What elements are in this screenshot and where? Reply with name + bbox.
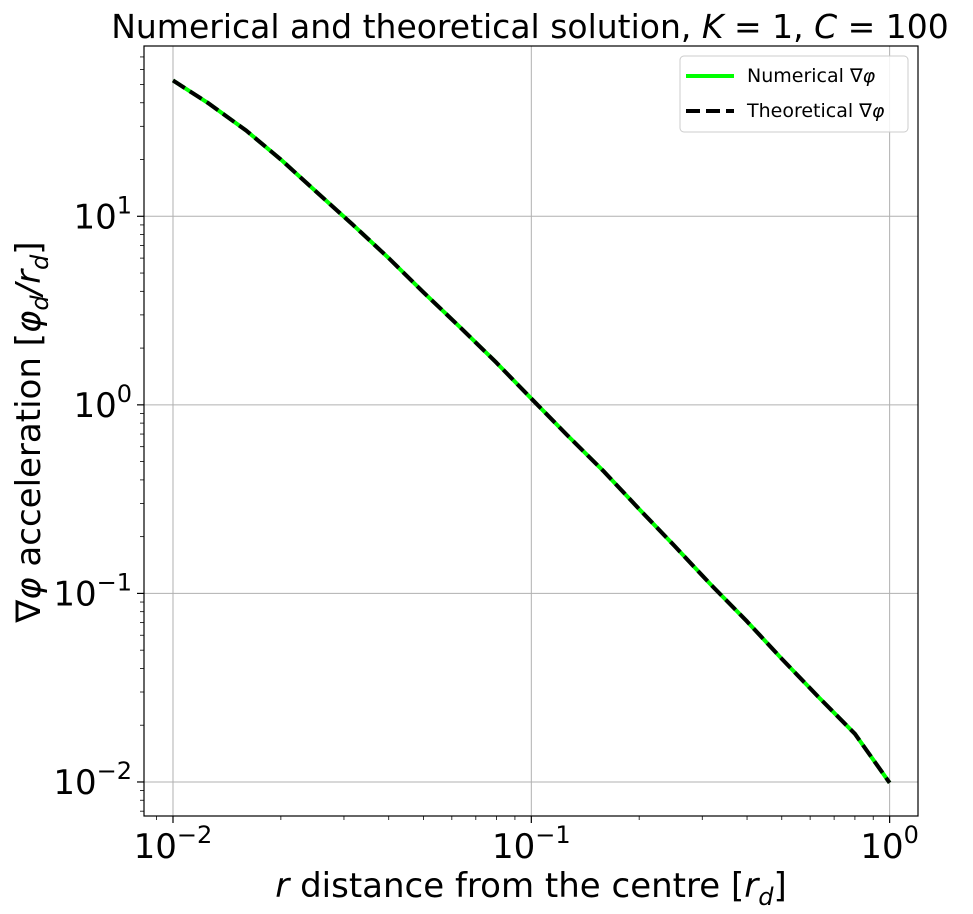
tick-labels: 10−2 10−1 100 10−2 10−1 100 101 — [53, 191, 919, 867]
legend-label-numerical: Numerical ∇φ — [747, 65, 876, 87]
plot-frame — [143, 45, 919, 817]
legend-label-theoretical: Theoretical ∇φ — [746, 100, 885, 122]
x-tick-label: 10−2 — [134, 821, 213, 867]
major-ticks — [137, 215, 891, 823]
legend-box — [679, 55, 909, 133]
x-axis-label: r distance from the centre [rd] — [275, 866, 786, 911]
y-tick-label: 100 — [73, 380, 132, 426]
y-tick-label: 101 — [73, 191, 132, 237]
y-axis-label: ∇φ acceleration [φd/rd] — [9, 241, 54, 623]
chart-title: Numerical and theoretical solution, K = … — [111, 7, 949, 46]
x-tick-label: 100 — [860, 821, 919, 867]
grid — [144, 46, 918, 816]
legend: Numerical ∇φ Theoretical ∇φ — [679, 55, 909, 133]
series-line-theoretical — [171, 78, 892, 784]
y-tick-label: 10−1 — [53, 568, 132, 614]
series-group — [171, 78, 892, 784]
x-tick-label: 10−1 — [492, 821, 571, 867]
y-tick-label: 10−2 — [53, 757, 132, 803]
minor-ticks — [140, 56, 874, 820]
